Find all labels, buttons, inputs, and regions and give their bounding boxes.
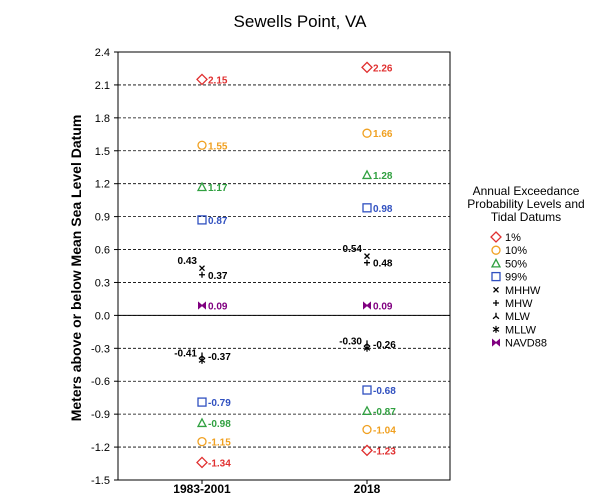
point-circle	[197, 436, 207, 447]
data-label: 0.48	[373, 259, 393, 270]
legend-label: 99%	[505, 272, 527, 284]
data-label: 1.55	[208, 141, 228, 152]
point-diamond	[361, 444, 373, 457]
axes	[117, 51, 451, 481]
legend-marker-tri	[492, 312, 500, 320]
data-label: -1.34	[208, 458, 231, 469]
legend-label: NAVD88	[505, 338, 547, 350]
data-label: 0.09	[208, 302, 228, 313]
point-x	[199, 265, 205, 272]
chart-title: Sewells Point, VA	[234, 12, 368, 31]
point-square	[362, 385, 372, 395]
legend-label: MHHW	[505, 285, 541, 297]
legend-label: MLLW	[505, 324, 537, 336]
data-label: -1.04	[373, 426, 396, 437]
data-label: -0.30	[339, 336, 362, 347]
y-tick-label: 0.0	[95, 310, 110, 322]
legend-marker-star	[492, 325, 500, 333]
legend-marker-square	[491, 271, 501, 282]
data-label: 0.87	[208, 216, 228, 227]
gridlines	[118, 84, 450, 448]
data-label: 0.43	[178, 256, 198, 267]
point-plus	[199, 271, 205, 278]
legend-label: 50%	[505, 258, 527, 270]
point-star	[363, 344, 371, 352]
legend-label: 10%	[505, 245, 527, 257]
legend-label: MLW	[505, 311, 530, 323]
point-triangle	[196, 417, 208, 428]
point-triangle	[361, 169, 373, 180]
legend-marker-triangle	[490, 258, 502, 268]
y-tick-label: 0.9	[95, 212, 110, 224]
data-label: 1.66	[373, 129, 393, 140]
legend-label: MHW	[505, 298, 533, 310]
y-tick-label: 1.8	[95, 113, 110, 125]
data-label: -0.41	[174, 348, 197, 359]
point-circle	[197, 140, 207, 150]
legend-label: 1%	[505, 232, 521, 244]
data-label: 0.37	[208, 271, 228, 282]
data-label: 1.17	[208, 183, 228, 194]
point-star	[198, 356, 206, 364]
point-square	[197, 215, 207, 225]
point-x	[364, 253, 370, 260]
y-tick-label: -0.6	[91, 376, 110, 388]
y-tick-labels: 2.4 2.1 1.8 1.5 1.2 0.9 0.6 0.3 0.0 -0.3 -0.6 -0.9 -…	[91, 47, 118, 487]
y-axis-label: Meters above or below Mean Sea Level Dat…	[68, 115, 84, 422]
legend-marker-bowtie	[492, 338, 500, 347]
y-tick-label: -0.9	[91, 409, 110, 421]
data-label: 2.15	[208, 75, 228, 86]
x-category-label: 2018	[354, 482, 381, 496]
point-square	[197, 397, 207, 407]
data-label: -0.98	[208, 419, 231, 430]
y-tick-label: -0.3	[91, 343, 110, 355]
point-triangle	[361, 405, 373, 416]
legend-title: Probability Levels and	[467, 197, 584, 211]
legend-marker-circle	[491, 245, 501, 255]
point-bowtie	[363, 301, 371, 310]
data-label: -0.37	[208, 352, 231, 363]
data-label: -1.15	[208, 438, 231, 449]
data-label: 2.26	[373, 63, 393, 74]
legend-marker-diamond	[490, 231, 502, 243]
legend-marker-plus	[493, 300, 499, 306]
y-tick-label: -1.5	[91, 475, 110, 487]
point-triangle	[196, 181, 208, 192]
point-circle	[362, 424, 372, 435]
point-square	[362, 203, 372, 213]
point-circle	[362, 128, 372, 138]
y-tick-label: 2.1	[95, 80, 110, 92]
x-category-labels: 1983-2001 2018	[173, 480, 381, 496]
data-label: -0.79	[208, 398, 231, 409]
legend-marker-x	[493, 286, 499, 293]
data-label: -0.87	[373, 407, 396, 418]
y-tick-label: 1.2	[95, 179, 110, 191]
legend-title: Tidal Datums	[491, 210, 561, 224]
y-tick-label: -1.2	[91, 442, 110, 454]
data-label: -0.68	[373, 386, 396, 397]
point-plus	[364, 259, 370, 266]
y-tick-label: 0.6	[95, 245, 110, 257]
data-label: 1.28	[373, 171, 393, 182]
point-diamond	[196, 73, 208, 86]
point-diamond	[196, 456, 208, 469]
data-label: 0.54	[343, 244, 363, 255]
y-tick-label: 2.4	[95, 47, 110, 59]
point-bowtie	[198, 301, 206, 310]
plot-frame	[117, 51, 451, 481]
data-label: -1.23	[373, 446, 396, 457]
data-label: 0.98	[373, 204, 393, 215]
data-label: 0.09	[373, 302, 393, 313]
data-label: -0.26	[373, 340, 396, 351]
x-category-label: 1983-2001	[173, 482, 231, 496]
legend-title: Annual Exceedance	[473, 184, 580, 198]
data-points: 2.15 2.26 1.55 1.66 1.17 1.28 0.87 0.98 0.43 0.54…	[174, 61, 396, 469]
point-diamond	[361, 61, 373, 74]
y-tick-label: 1.5	[95, 146, 110, 158]
y-tick-label: 0.3	[95, 277, 110, 289]
